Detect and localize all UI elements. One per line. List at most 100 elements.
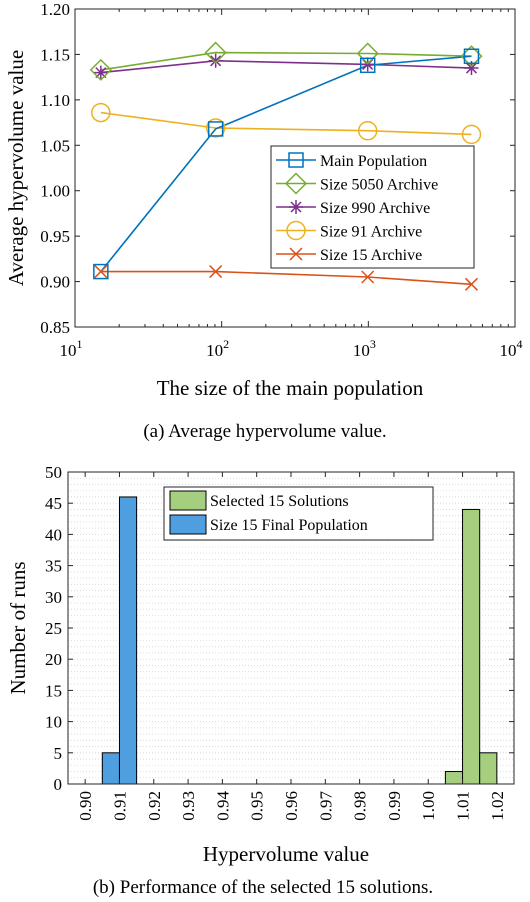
chart-a-legend-marker xyxy=(288,152,304,168)
chart-b-y-tick-label: 20 xyxy=(45,650,62,669)
chart-a-y-tick-label: 0.85 xyxy=(40,318,70,337)
chart-a-y-tick-label: 1.05 xyxy=(40,136,70,155)
chart-a-series-line-main-population xyxy=(100,55,472,273)
chart-a-point-size-5050-archive xyxy=(204,41,227,64)
chart-b-x-tick-label: 0.91 xyxy=(110,791,129,821)
chart-a-legend: Main Population Size 5050 Archive Size 990… xyxy=(270,145,475,269)
chart-b-legend-label: Size 15 Final Population xyxy=(210,517,368,534)
chart-b-legend-swatch xyxy=(169,490,207,511)
chart-a-point-size-91-archive xyxy=(461,124,482,145)
chart-a-x-tick-exponent: 1 xyxy=(77,337,83,351)
chart-b-y-tick-label: 0 xyxy=(54,775,63,794)
chart-a-legend-label: Main Population xyxy=(320,153,427,170)
chart-b-x-tick-label: 0.92 xyxy=(145,791,164,821)
chart-a-legend-marker xyxy=(284,172,308,195)
chart-a-legend-marker xyxy=(289,200,303,214)
chart-b-bar-selected-15-solutions xyxy=(479,752,498,785)
chart-a-legend-label: Size 990 Archive xyxy=(320,200,430,217)
chart-b-x-tick-label: 0.98 xyxy=(351,791,370,821)
chart-a-legend-entry: Size 15 Archive xyxy=(276,247,422,264)
chart-a-legend-marker xyxy=(289,247,303,261)
chart-b-y-tick-label: 35 xyxy=(45,557,62,576)
chart-a-y-tick-label: 1.20 xyxy=(40,0,70,19)
chart-a-y-tick-label: 0.90 xyxy=(40,273,70,292)
chart-a-series-line-size-91-archive xyxy=(100,111,472,136)
chart-b-y-tick-label: 5 xyxy=(54,744,63,763)
chart-a-y-tick-label: 0.95 xyxy=(40,227,70,246)
chart-b-legend-swatch xyxy=(169,514,207,535)
chart-b-x-axis-label: Hypervolume value xyxy=(203,842,369,866)
chart-a-point-size-5050-archive xyxy=(89,58,112,81)
chart-b-x-tick-label: 1.00 xyxy=(419,791,438,821)
chart-b-y-tick-label: 45 xyxy=(45,494,62,513)
chart-b-legend: Selected 15 Solutions Size 15 Final Popul… xyxy=(163,486,434,541)
chart-a-legend-entry: Size 91 Archive xyxy=(276,220,422,241)
chart-a-point-main-population xyxy=(207,121,224,137)
chart-a-point-size-990-archive xyxy=(208,53,223,68)
chart-a-x-tick-base: 10 xyxy=(500,341,517,360)
chart-b-x-tick-label: 0.96 xyxy=(282,791,301,821)
chart-a-x-tick-exponent: 3 xyxy=(370,337,376,351)
chart-b-x-tick-label: 0.93 xyxy=(179,791,198,821)
chart-a-y-tick-label: 1.15 xyxy=(40,45,70,64)
chart-a-point-size-91-archive xyxy=(205,118,226,138)
chart-b-x-tick-label: 0.94 xyxy=(213,791,232,821)
chart-b-x-tick-label: 0.97 xyxy=(316,791,335,821)
chart-a-point-size-15-archive xyxy=(94,265,108,279)
chart-b-bar-size-15-final-population xyxy=(101,752,120,785)
chart-b-y-tick-label: 25 xyxy=(45,619,62,638)
chart-a-legend-label: Size 91 Archive xyxy=(320,224,422,241)
chart-a-point-size-990-archive xyxy=(464,61,479,76)
chart-a-x-tick-label: 103 xyxy=(353,337,376,360)
chart-b-legend-entry: Size 15 Final Population xyxy=(169,514,368,535)
chart-a-point-size-15-archive xyxy=(209,265,223,279)
chart-a-point-main-population xyxy=(359,57,376,74)
chart-a-x-axis-label: The size of the main population xyxy=(157,376,424,400)
chart-a-x-tick-label: 102 xyxy=(206,337,229,360)
chart-a-legend-entry: Size 5050 Archive xyxy=(276,172,438,195)
chart-a-series-line-size-5050-archive xyxy=(100,51,472,71)
chart-b-legend-box xyxy=(163,486,434,541)
chart-a-x-tick-base: 10 xyxy=(206,341,223,360)
chart-a-legend-label: Size 15 Archive xyxy=(320,247,422,264)
chart-a-y-tick-label: 1.00 xyxy=(40,182,70,201)
chart-b: 0 5 10 15 20 25 30 35 40 45 50 0.90 0.91 0.92 0.93 0.94… xyxy=(6,463,515,898)
chart-b-y-tick-label: 15 xyxy=(45,681,62,700)
chart-a-plot-area xyxy=(74,8,516,328)
chart-b-y-tick-label: 50 xyxy=(45,463,62,482)
chart-b-caption: (b) Performance of the selected 15 solut… xyxy=(93,877,433,898)
chart-b-x-tick-label: 0.99 xyxy=(385,791,404,821)
chart-a-series-line-size-15-archive xyxy=(100,270,472,286)
chart-b-y-tick-label: 30 xyxy=(45,588,62,607)
chart-b-legend-entry: Selected 15 Solutions xyxy=(169,490,349,511)
chart-a-x-tick-base: 10 xyxy=(353,341,370,360)
chart-a-x-tick-exponent: 4 xyxy=(517,337,523,351)
chart-a-x-tick-label: 101 xyxy=(60,337,83,360)
chart-a-caption: (a) Average hypervolume value. xyxy=(143,421,386,442)
chart-a-point-size-15-archive xyxy=(361,270,375,284)
chart-b-bar-size-15-final-population xyxy=(118,496,138,785)
chart-b-x-tick-label: 1.02 xyxy=(488,791,507,821)
chart-a-legend-label: Size 5050 Archive xyxy=(320,177,438,194)
chart-a-point-size-91-archive xyxy=(357,120,378,141)
chart-b-x-tick-label: 0.95 xyxy=(248,791,267,821)
chart-a-y-tick-label: 1.10 xyxy=(40,91,70,110)
chart-a-legend-entry: Main Population xyxy=(276,152,427,170)
chart-b-y-tick-label: 10 xyxy=(45,713,62,732)
chart-a-series-line-size-990-archive xyxy=(100,59,472,74)
chart-b-y-tick-label: 40 xyxy=(45,525,62,544)
chart-a-point-main-population xyxy=(463,48,480,64)
chart-b-bar-selected-15-solutions xyxy=(444,771,464,785)
chart-b-x-tick-label: 1.01 xyxy=(454,791,473,821)
chart-a-x-tick-exponent: 2 xyxy=(223,337,229,351)
chart-a-x-tick-base: 10 xyxy=(60,341,77,360)
chart-b-legend-label: Selected 15 Solutions xyxy=(210,493,349,510)
chart-a-y-axis-label: Average hypervolume value xyxy=(4,50,28,286)
chart-a-legend-marker xyxy=(286,220,306,241)
chart-a-x-tick-label: 104 xyxy=(500,337,523,360)
chart-a-point-size-5050-archive xyxy=(356,42,379,65)
chart-b-y-axis-label: Number of runs xyxy=(6,562,30,695)
chart-a-point-size-91-archive xyxy=(91,102,111,123)
